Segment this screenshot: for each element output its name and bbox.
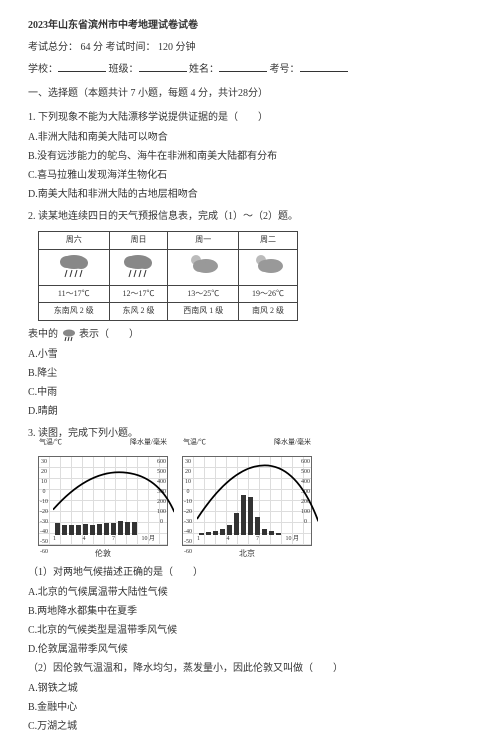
page-title: 2023年山东省滨州市中考地理试卷试卷 xyxy=(28,18,476,34)
q2-opt-c: C.中雨 xyxy=(28,385,476,401)
chart-london: 气温/℃ 降水量/毫米 3020100-10-20-30-40-50-60 60… xyxy=(38,446,168,561)
weather-hdr-2: 周一 xyxy=(168,232,239,250)
time-label: 考试时间： xyxy=(106,42,156,53)
weather-hdr-1: 周日 xyxy=(109,232,168,250)
weather-wind-3: 南风 2 级 xyxy=(238,303,297,321)
weather-temp-2: 13～25℃ xyxy=(168,285,239,303)
score-line: 考试总分： 64 分 考试时间： 120 分钟 xyxy=(28,40,476,56)
xaxis: 14710 月 xyxy=(53,535,155,545)
weather-temp-0: 11～17℃ xyxy=(39,285,110,303)
school-label: 学校： xyxy=(28,64,58,75)
q2-opt-b: B.降尘 xyxy=(28,366,476,382)
class-blank xyxy=(139,62,187,72)
table-row: 东南风 2 级 东风 2 级 西南风 1 级 南风 2 级 xyxy=(39,303,298,321)
rain-small-icon xyxy=(61,329,77,340)
id-label: 考号： xyxy=(270,64,300,75)
q3-sub1: （1）对两地气候描述正确的是（ ） xyxy=(28,565,476,581)
yaxis-right-title: 降水量/毫米 xyxy=(130,437,167,448)
weather-temp-1: 12～17℃ xyxy=(109,285,168,303)
q3-sub2: （2）因伦敦气温温和，降水均匀，蒸发量小，因此伦敦又叫做（ ） xyxy=(28,661,476,677)
climate-charts: 气温/℃ 降水量/毫米 3020100-10-20-30-40-50-60 60… xyxy=(38,446,476,561)
weather-table: 周六 周日 周一 周二 11～17℃ 12～17℃ 13～25℃ 19～26℃ … xyxy=(38,231,298,321)
id-blank xyxy=(300,62,348,72)
weather-icon-cell xyxy=(238,249,297,285)
cloud-sun-icon xyxy=(186,252,220,283)
temp-curve xyxy=(53,463,174,533)
q2-sub-stem: 表中的 表示（ ） xyxy=(28,327,476,343)
yaxis-left-title: 气温/℃ xyxy=(39,437,62,448)
name-blank xyxy=(219,62,267,72)
yaxis-right-title: 降水量/毫米 xyxy=(274,437,311,448)
weather-temp-3: 19～26℃ xyxy=(238,285,297,303)
score-value: 64 分 xyxy=(81,42,104,53)
table-row: 11～17℃ 12～17℃ 13～25℃ 19～26℃ xyxy=(39,285,298,303)
weather-icon-cell xyxy=(109,249,168,285)
rain-icon xyxy=(121,252,155,283)
yaxis-left: 3020100-10-20-30-40-50-60 xyxy=(40,459,48,559)
yaxis-left-title: 气温/℃ xyxy=(183,437,206,448)
chart-label-london: 伦敦 xyxy=(38,548,168,561)
temp-curve xyxy=(197,463,318,533)
xaxis: 14710 月 xyxy=(197,535,299,545)
weather-hdr-3: 周二 xyxy=(238,232,297,250)
q3-s1-a: A.北京的气候属温带大陆性气候 xyxy=(28,585,476,601)
q1-opt-c: C.喜马拉雅山发现海洋生物化石 xyxy=(28,168,476,184)
q3-s1-b: B.两地降水都集中在夏季 xyxy=(28,604,476,620)
q1-stem: 1. 下列现象不能为大陆漂移学说提供证据的是（ ） xyxy=(28,110,476,126)
chart-area: 3020100-10-20-30-40-50-60 60050040030020… xyxy=(182,456,312,546)
weather-icon-cell xyxy=(168,249,239,285)
q2-sub-text2: 表示（ ） xyxy=(79,329,139,340)
form-line: 学校： 班级： 姓名： 考号： xyxy=(28,62,476,78)
weather-hdr-0: 周六 xyxy=(39,232,110,250)
time-value: 120 分钟 xyxy=(158,42,196,53)
rain-icon xyxy=(57,252,91,283)
chart-beijing: 气温/℃ 降水量/毫米 3020100-10-20-30-40-50-60 60… xyxy=(182,446,312,561)
q3-s2-b: B.金融中心 xyxy=(28,700,476,716)
table-row xyxy=(39,249,298,285)
chart-area: 3020100-10-20-30-40-50-60 60050040030020… xyxy=(38,456,168,546)
weather-wind-1: 东风 2 级 xyxy=(109,303,168,321)
table-row: 周六 周日 周一 周二 xyxy=(39,232,298,250)
q1-opt-a: A.非洲大陆和南美大陆可以吻合 xyxy=(28,130,476,146)
cloud-sun-icon xyxy=(251,252,285,283)
q3-stem: 3. 读图，完成下列小题。 xyxy=(28,426,476,442)
q1-opt-d: D.南美大陆和非洲大陆的古地层相吻合 xyxy=(28,187,476,203)
q2-opt-d: D.晴朗 xyxy=(28,404,476,420)
q3-s1-d: D.伦敦属温带季风气候 xyxy=(28,642,476,658)
name-label: 姓名： xyxy=(189,64,219,75)
yaxis-left: 3020100-10-20-30-40-50-60 xyxy=(184,459,192,559)
q2-sub-text1: 表中的 xyxy=(28,329,58,340)
school-blank xyxy=(58,62,106,72)
q2-stem: 2. 读某地连续四日的天气预报信息表，完成（1）～（2）题。 xyxy=(28,209,476,225)
section-1-heading: 一、选择题（本题共计 7 小题，每题 4 分，共计28分） xyxy=(28,86,476,102)
q3-s1-c: C.北京的气候类型是温带季风气候 xyxy=(28,623,476,639)
chart-label-beijing: 北京 xyxy=(182,548,312,561)
class-label: 班级： xyxy=(109,64,139,75)
q3-s2-c: C.万湖之城 xyxy=(28,719,476,735)
weather-wind-0: 东南风 2 级 xyxy=(39,303,110,321)
weather-icon-cell xyxy=(39,249,110,285)
q2-opt-a: A.小雪 xyxy=(28,347,476,363)
q3-s2-a: A.钢铁之城 xyxy=(28,681,476,697)
weather-wind-2: 西南风 1 级 xyxy=(168,303,239,321)
score-label1: 考试总分： xyxy=(28,42,78,53)
q1-opt-b: B.没有远涉能力的鸵鸟、海牛在非洲和南美大陆都有分布 xyxy=(28,149,476,165)
